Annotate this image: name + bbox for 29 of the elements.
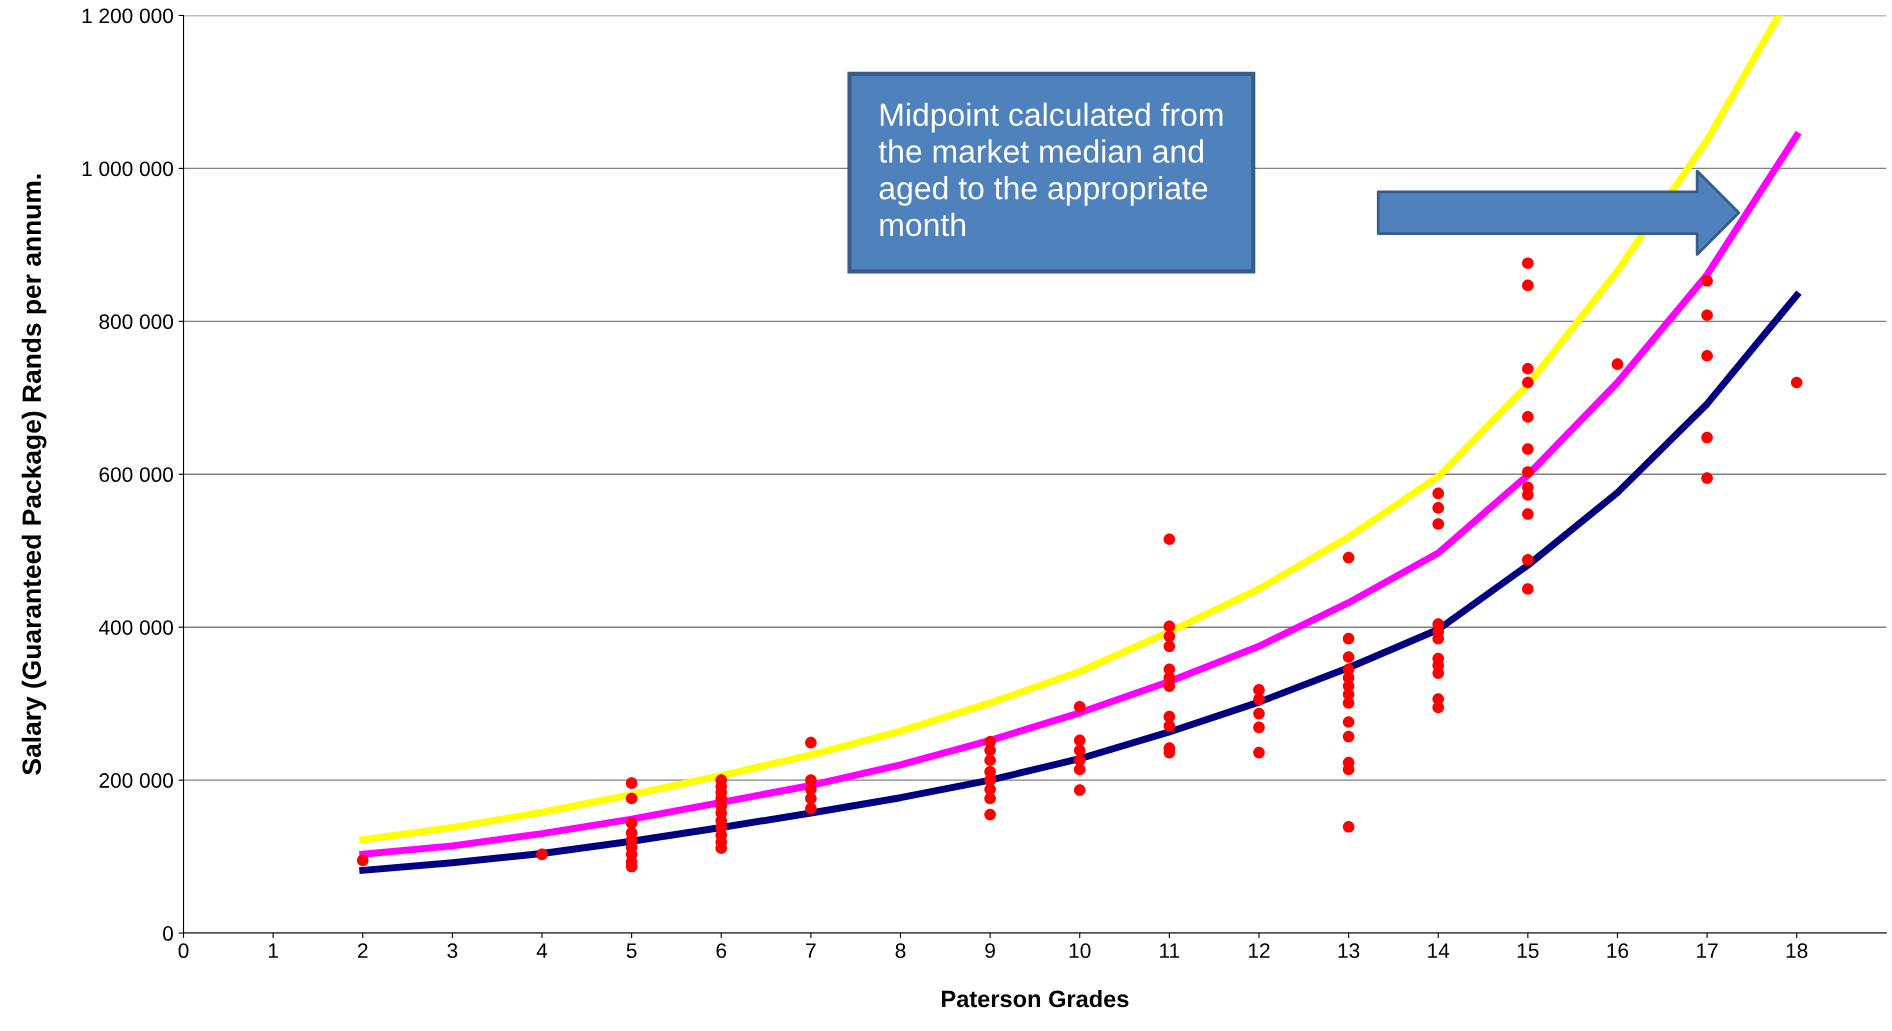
x-tick-label: 13 xyxy=(1338,943,1360,959)
x-tick-label: 2 xyxy=(358,943,368,958)
x-tick-label: 12 xyxy=(1248,943,1270,958)
x-tick-label: 14 xyxy=(1428,943,1450,958)
x-tick-label: 17 xyxy=(1697,943,1718,958)
x-tick-label: 18 xyxy=(1786,943,1808,959)
x-tick-label: 3 xyxy=(447,943,458,959)
y-tick-label: 800 000 xyxy=(99,314,173,330)
y-axis-title: Salary (Guaranteed Package) Rands per annum. xyxy=(21,174,47,775)
x-tick-label: 10 xyxy=(1069,943,1091,959)
x-tick-label: 11 xyxy=(1160,943,1180,958)
x-tick-label: 15 xyxy=(1517,943,1539,959)
x-tick-label: 0 xyxy=(178,943,189,959)
x-tick-label: 6 xyxy=(716,943,727,959)
y-tick-label: 200 000 xyxy=(99,773,173,788)
y-tick-label: 600 000 xyxy=(99,467,173,483)
x-tick-label: 5 xyxy=(626,943,637,959)
x-tick-label: 4 xyxy=(536,943,548,958)
x-tick-label: 7 xyxy=(806,943,816,958)
y-tick-label: 400 000 xyxy=(98,620,173,635)
x-tick-label: 8 xyxy=(895,943,906,959)
x-axis-title: Paterson Grades xyxy=(942,989,1129,1008)
y-tick-label: 0 xyxy=(163,926,173,941)
x-tick-label: 16 xyxy=(1607,943,1629,959)
y-tick-label: 1 000 000 xyxy=(82,161,173,177)
x-tick-label: 1 xyxy=(268,943,278,958)
y-tick-label: 1 200 000 xyxy=(82,8,173,24)
annotation: Midpoint calculated from the market median and aged to the appropriate month xyxy=(878,102,1223,237)
x-tick-label: 9 xyxy=(985,943,995,959)
